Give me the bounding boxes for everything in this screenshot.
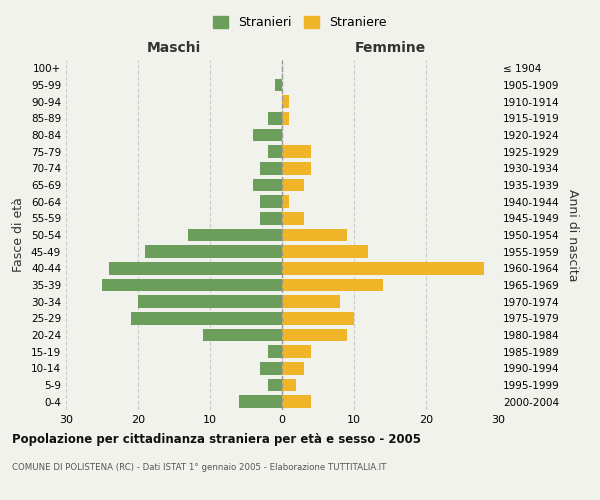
Bar <box>268 146 282 158</box>
Bar <box>145 246 282 258</box>
Bar <box>282 362 304 374</box>
Bar <box>282 112 289 124</box>
Bar <box>260 362 282 374</box>
Bar <box>282 346 311 358</box>
Text: Popolazione per cittadinanza straniera per età e sesso - 2005: Popolazione per cittadinanza straniera p… <box>12 432 421 446</box>
Text: COMUNE DI POLISTENA (RC) - Dati ISTAT 1° gennaio 2005 - Elaborazione TUTTITALIA.: COMUNE DI POLISTENA (RC) - Dati ISTAT 1°… <box>12 462 386 471</box>
Bar <box>275 79 282 92</box>
Bar <box>260 196 282 208</box>
Bar <box>282 196 289 208</box>
Bar <box>109 262 282 274</box>
Bar <box>282 379 296 391</box>
Bar <box>282 262 484 274</box>
Legend: Stranieri, Straniere: Stranieri, Straniere <box>208 11 392 34</box>
Y-axis label: Fasce di età: Fasce di età <box>13 198 25 272</box>
Bar <box>282 396 311 408</box>
Bar <box>282 312 354 324</box>
Bar <box>131 312 282 324</box>
Bar <box>260 162 282 174</box>
Bar <box>268 346 282 358</box>
Bar <box>203 329 282 341</box>
Text: Maschi: Maschi <box>147 41 201 55</box>
Bar <box>282 162 311 174</box>
Bar <box>138 296 282 308</box>
Bar <box>253 179 282 192</box>
Bar <box>102 279 282 291</box>
Bar <box>282 229 347 241</box>
Text: Femmine: Femmine <box>355 41 425 55</box>
Bar <box>268 379 282 391</box>
Bar <box>282 279 383 291</box>
Bar <box>253 129 282 141</box>
Bar <box>282 329 347 341</box>
Bar <box>268 112 282 124</box>
Bar <box>282 179 304 192</box>
Bar <box>282 96 289 108</box>
Bar <box>188 229 282 241</box>
Bar <box>260 212 282 224</box>
Y-axis label: Anni di nascita: Anni di nascita <box>566 188 579 281</box>
Bar <box>239 396 282 408</box>
Bar <box>282 146 311 158</box>
Bar <box>282 296 340 308</box>
Bar <box>282 246 368 258</box>
Bar <box>282 212 304 224</box>
